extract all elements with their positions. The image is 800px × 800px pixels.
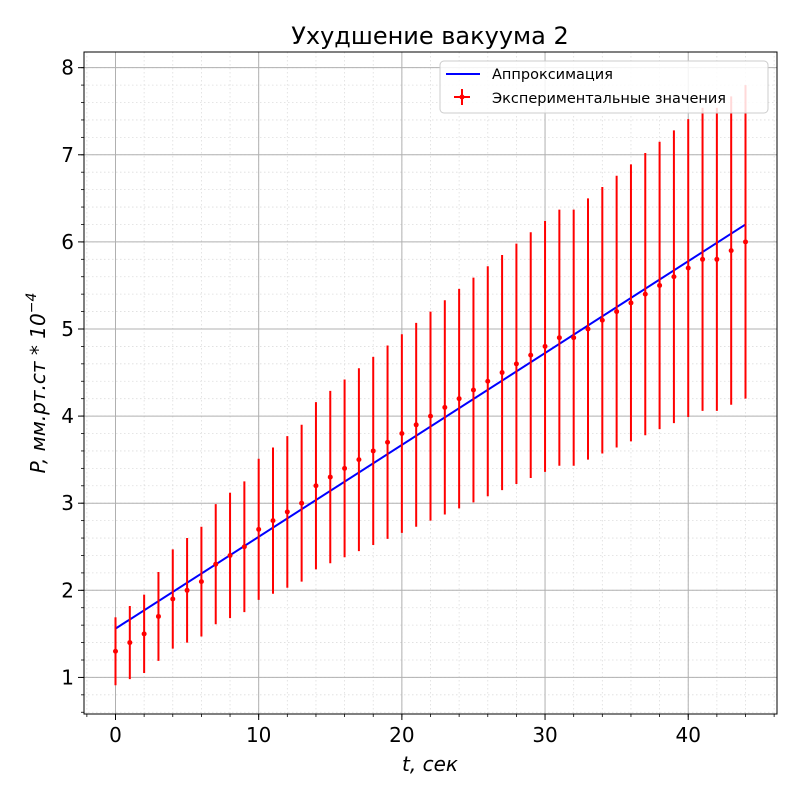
- data-point: [270, 518, 276, 524]
- data-point: [642, 291, 648, 297]
- y-axis-label-group: P, мм.рт.ст * 10−4: [24, 293, 50, 474]
- data-point: [728, 248, 734, 254]
- y-axis-label-text: P, мм.рт.ст * 10: [26, 313, 50, 473]
- legend: Аппроксимация Экспериментальные значения: [439, 60, 769, 114]
- x-tick-label: 30: [532, 723, 557, 747]
- axis-ticks: 0 10 20 30 40 1 2 3 4 5 6 7 8: [61, 56, 775, 747]
- data-point: [442, 404, 448, 410]
- data-point: [327, 474, 333, 480]
- y-tick-label: 5: [61, 317, 74, 341]
- data-point: [456, 396, 462, 402]
- data-point: [198, 579, 204, 585]
- data-point: [399, 431, 405, 437]
- x-tick-label: 10: [246, 723, 271, 747]
- data-point: [170, 596, 176, 602]
- data-point: [385, 439, 391, 445]
- data-point: [213, 561, 219, 567]
- legend-label-approximation: Аппроксимация: [492, 67, 613, 83]
- legend-box: [439, 60, 769, 114]
- data-point: [313, 483, 319, 489]
- data-point: [513, 361, 519, 367]
- y-tick-label: 7: [61, 143, 74, 167]
- y-tick-label: 3: [61, 491, 74, 515]
- data-point: [571, 335, 577, 341]
- data-point: [127, 640, 133, 646]
- data-point: [657, 282, 663, 288]
- data-point: [714, 256, 720, 262]
- data-point: [428, 413, 433, 419]
- x-tick-label: 40: [676, 723, 701, 747]
- y-tick-label: 4: [61, 404, 74, 428]
- data-point: [470, 387, 476, 393]
- data-point: [184, 587, 190, 593]
- data-point: [499, 370, 505, 376]
- data-point: [256, 526, 262, 532]
- y-axis-label-exponent: −4: [24, 293, 40, 314]
- data-point: [113, 648, 118, 654]
- chart-title: Ухудшение вакуума 2: [291, 22, 569, 50]
- data-point: [342, 465, 348, 471]
- data-point: [542, 343, 548, 349]
- y-axis-label: P, мм.рт.ст * 10−4: [24, 293, 50, 474]
- data-point: [585, 326, 591, 332]
- data-point: [155, 613, 161, 619]
- data-point: [628, 300, 634, 306]
- data-point: [556, 335, 562, 341]
- data-point: [700, 256, 706, 262]
- y-tick-label: 8: [61, 56, 74, 80]
- y-tick-label: 1: [61, 665, 74, 689]
- data-point: [671, 274, 677, 280]
- data-point: [485, 378, 491, 384]
- y-tick-label: 2: [61, 578, 74, 602]
- plot-series: [113, 85, 748, 686]
- data-point: [241, 544, 247, 550]
- data-point: [599, 317, 605, 323]
- legend-label-experimental: Экспериментальные значения: [492, 91, 726, 107]
- data-point: [370, 448, 376, 454]
- data-point: [227, 552, 233, 558]
- data-point: [284, 509, 290, 515]
- data-point: [743, 239, 748, 245]
- legend-errorbar-swatch: [454, 89, 470, 105]
- data-point: [299, 500, 305, 506]
- data-point: [685, 265, 691, 271]
- x-axis-label: t, сек: [402, 752, 458, 776]
- data-point: [141, 631, 147, 637]
- data-point: [413, 422, 419, 428]
- x-tick-label: 0: [109, 723, 122, 747]
- y-tick-label: 6: [61, 230, 74, 254]
- data-point: [528, 352, 534, 358]
- data-point: [356, 457, 362, 463]
- data-point: [614, 309, 620, 315]
- x-tick-label: 20: [389, 723, 414, 747]
